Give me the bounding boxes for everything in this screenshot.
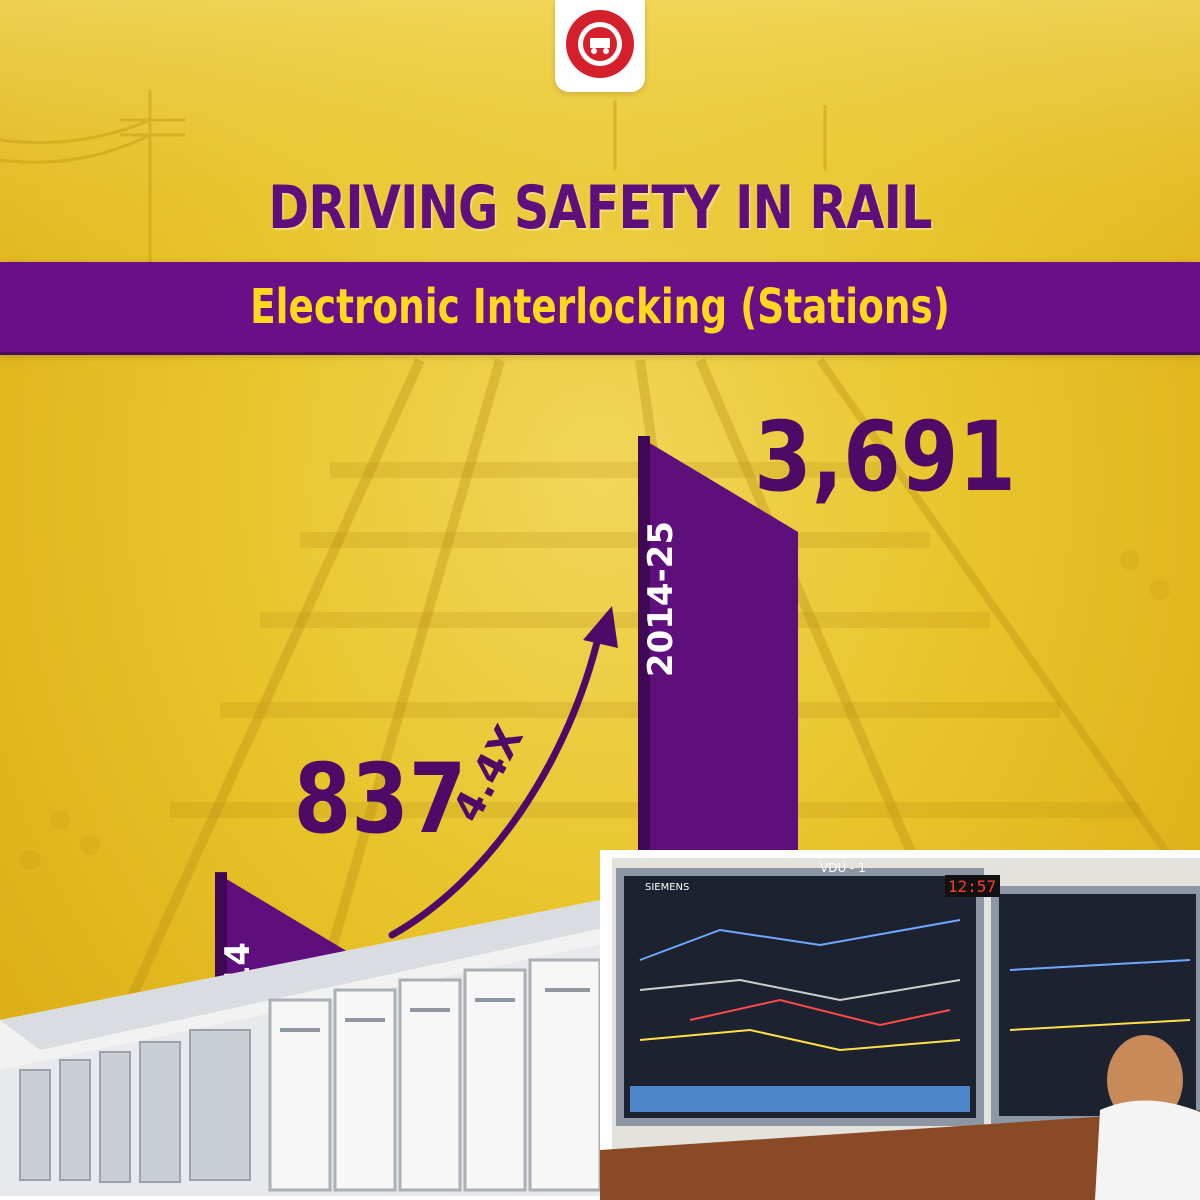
growth-arrow-head (583, 606, 618, 648)
interlocking-equipment-photo (0, 900, 660, 1200)
subtitle-band (0, 262, 1200, 352)
railway-emblem-icon (566, 10, 634, 78)
siemens-brand: SIEMENS (645, 882, 689, 893)
control-room-photo: 12:57 SIEMENS VDU - 1 (600, 850, 1200, 1200)
bar-edge-2004-14 (215, 872, 227, 1000)
value-label-2004-14: 837 (294, 743, 467, 856)
growth-arrow (388, 626, 604, 939)
category-label-2014-25: 2014-25 (641, 521, 681, 677)
clock-display: 12:57 (948, 877, 996, 896)
screen-label: VDU - 1 (820, 861, 866, 875)
subtitle-band-underline (0, 352, 1200, 355)
value-label-2014-25: 3,691 (754, 401, 1016, 514)
indian-railways-logo (555, 0, 645, 92)
page-subtitle: Electronic Interlocking (Stations) (250, 279, 950, 335)
